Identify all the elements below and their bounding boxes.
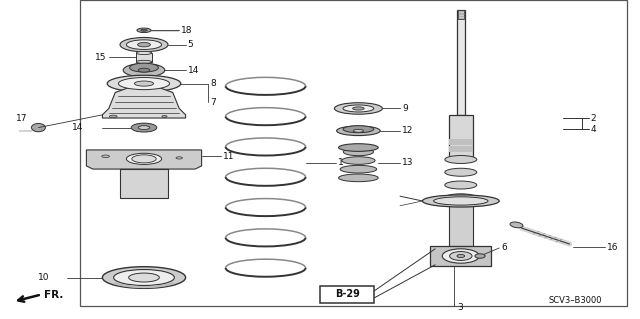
Text: 18: 18 (181, 26, 193, 35)
Ellipse shape (445, 155, 477, 164)
Bar (320, 286, 374, 303)
Ellipse shape (134, 81, 154, 86)
Ellipse shape (449, 251, 472, 260)
Ellipse shape (176, 157, 182, 159)
Text: 7: 7 (210, 98, 216, 107)
Text: 1: 1 (338, 158, 344, 167)
Ellipse shape (118, 78, 170, 90)
Ellipse shape (136, 60, 152, 63)
Bar (449, 146, 473, 152)
Text: 13: 13 (402, 158, 413, 167)
Ellipse shape (107, 75, 181, 92)
Ellipse shape (129, 63, 159, 72)
Ellipse shape (510, 222, 523, 228)
Ellipse shape (353, 107, 364, 110)
Ellipse shape (138, 126, 150, 130)
Ellipse shape (109, 115, 117, 118)
Ellipse shape (127, 153, 161, 165)
Ellipse shape (31, 123, 45, 132)
Polygon shape (86, 150, 202, 169)
Text: 15: 15 (95, 53, 107, 62)
Bar (457, 10, 465, 115)
Bar (458, 10, 464, 19)
Text: 4: 4 (591, 125, 596, 134)
Ellipse shape (102, 155, 109, 158)
Ellipse shape (343, 148, 374, 156)
Text: 12: 12 (402, 126, 413, 135)
Ellipse shape (132, 155, 156, 163)
Bar (80, 0, 627, 306)
Ellipse shape (339, 174, 378, 182)
Text: 16: 16 (607, 243, 618, 252)
Ellipse shape (340, 165, 377, 173)
Text: 5: 5 (188, 40, 193, 49)
Polygon shape (102, 87, 186, 118)
Text: 6: 6 (501, 242, 507, 252)
Ellipse shape (353, 130, 364, 132)
Ellipse shape (445, 168, 477, 176)
Ellipse shape (136, 51, 152, 55)
Ellipse shape (162, 115, 167, 117)
Text: 11: 11 (223, 152, 234, 161)
Ellipse shape (339, 144, 378, 152)
Text: 14: 14 (72, 123, 83, 132)
Ellipse shape (342, 157, 375, 164)
Bar (449, 115, 473, 160)
Ellipse shape (343, 126, 374, 133)
Ellipse shape (138, 42, 150, 47)
Ellipse shape (102, 267, 186, 288)
Text: SCV3–B3000: SCV3–B3000 (548, 296, 602, 305)
Bar (449, 139, 473, 145)
Bar (449, 204, 473, 246)
Ellipse shape (137, 28, 151, 33)
Ellipse shape (337, 126, 380, 136)
Bar (136, 53, 152, 62)
Ellipse shape (335, 103, 383, 114)
Ellipse shape (434, 197, 488, 205)
Ellipse shape (138, 68, 150, 72)
Text: 2: 2 (591, 114, 596, 122)
Text: B-29: B-29 (335, 289, 360, 299)
Text: 3: 3 (458, 303, 463, 312)
Ellipse shape (114, 270, 174, 286)
Text: FR.: FR. (44, 290, 63, 300)
Ellipse shape (343, 105, 374, 112)
Text: 14: 14 (188, 66, 199, 75)
Text: 9: 9 (402, 104, 408, 113)
Ellipse shape (127, 40, 161, 49)
Ellipse shape (475, 254, 485, 258)
Text: 17: 17 (16, 114, 28, 122)
Ellipse shape (422, 195, 499, 207)
Ellipse shape (445, 181, 477, 189)
Text: 10: 10 (38, 273, 49, 282)
Ellipse shape (442, 249, 479, 263)
Ellipse shape (129, 273, 159, 282)
Ellipse shape (131, 123, 157, 132)
Bar (120, 169, 168, 198)
Ellipse shape (120, 38, 168, 52)
Ellipse shape (457, 255, 465, 258)
Text: 8: 8 (210, 79, 216, 88)
Ellipse shape (123, 63, 165, 77)
Ellipse shape (445, 194, 477, 202)
Bar (430, 246, 492, 266)
Ellipse shape (141, 29, 147, 31)
